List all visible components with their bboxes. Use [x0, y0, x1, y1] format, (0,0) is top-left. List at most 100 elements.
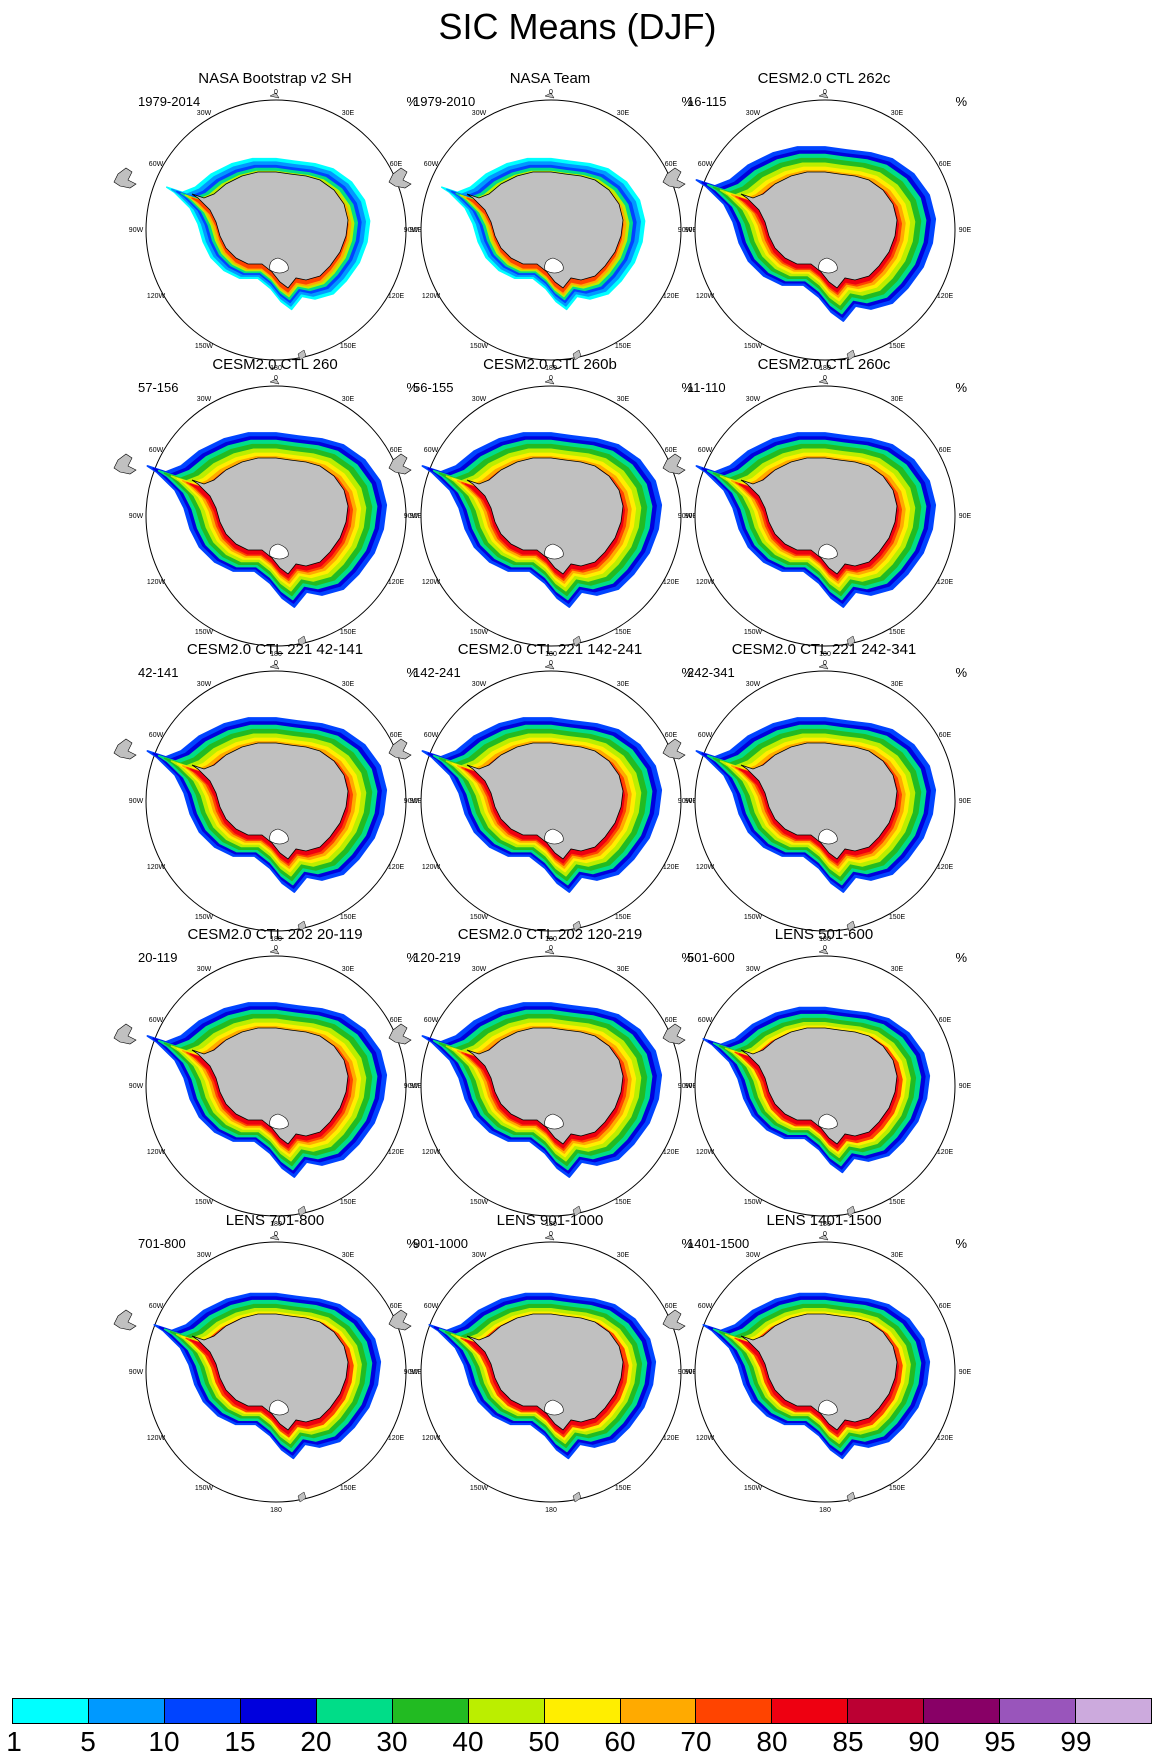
ross-ice-shelf [269, 1113, 289, 1130]
map-panel: CESM2.0 CTL 202 120-219 120-219% 0 180 30W 60… [388, 926, 703, 1246]
longitude-label: 60E [390, 161, 403, 168]
longitude-label: 120W [422, 1435, 441, 1442]
longitude-label: 30W [197, 1252, 212, 1259]
longitude-label: 180 [819, 936, 831, 943]
longitude-label: 90E [959, 1083, 972, 1090]
longitude-label: 60E [939, 161, 952, 168]
panel-unit-label: % [681, 950, 693, 965]
map-panel: NASA Bootstrap v2 SH 1979-2014% 0 180 30W 60W… [113, 70, 428, 390]
longitude-label: 150E [889, 629, 906, 636]
antarctica-landmass [740, 1027, 898, 1145]
longitude-label: 60W [698, 447, 713, 454]
polar-map: 0 180 30W 60W 90W 120W 150W 30E 60E 90E 120E 150E [662, 375, 972, 658]
map-panel: CESM2.0 CTL 260b 56-155% 0 180 30W 60W 90W 120W… [388, 356, 703, 676]
small-island [818, 1234, 829, 1241]
longitude-label: 90W [404, 227, 419, 234]
south-america-tip [113, 738, 137, 760]
antarctica-landmass [191, 457, 349, 575]
panel-unit-label: % [681, 94, 693, 109]
longitude-label: 0 [274, 375, 278, 382]
longitude-label: 150E [889, 1199, 906, 1206]
longitude-label: 30W [197, 110, 212, 117]
longitude-label: 120E [937, 864, 954, 871]
small-island [544, 1234, 555, 1241]
map-panel: CESM2.0 CTL 262c 16-115% 0 180 30W 60W 90W 120W… [662, 70, 977, 390]
longitude-label: 0 [823, 89, 827, 96]
longitude-label: 120E [388, 864, 405, 871]
longitude-label: 30E [617, 396, 630, 403]
longitude-label: 180 [819, 1507, 831, 1514]
map-panel: CESM2.0 CTL 221 142-241 142-241% 0 180 30W 60… [388, 641, 703, 961]
longitude-label: 60W [149, 447, 164, 454]
small-island [544, 948, 555, 955]
small-island [269, 948, 280, 955]
colorbar-swatch [620, 1699, 697, 1723]
south-america-tip [662, 1023, 686, 1045]
longitude-label: 150E [340, 629, 357, 636]
longitude-label: 90W [678, 798, 693, 805]
longitude-label: 60W [424, 732, 439, 739]
longitude-label: 60E [665, 161, 678, 168]
small-island [572, 635, 582, 647]
longitude-label: 120W [147, 1149, 166, 1156]
longitude-label: 60W [424, 1017, 439, 1024]
small-island [544, 92, 555, 99]
polar-map: 0 180 30W 60W 90W 120W 150W 30E 60E 90E 120E 150E [388, 660, 698, 943]
longitude-label: 120E [388, 579, 405, 586]
longitude-label: 150W [744, 1485, 763, 1492]
polar-map: 0 180 30W 60W 90W 120W 150W 30E 60E 90E 120E 150E [388, 375, 698, 658]
ross-ice-shelf [269, 828, 289, 845]
colorbar-tick-label: 10 [148, 1726, 180, 1757]
small-island [269, 378, 280, 385]
longitude-label: 30E [891, 966, 904, 973]
longitude-label: 90E [959, 227, 972, 234]
longitude-label: 90E [959, 513, 972, 520]
south-america-tip [388, 1023, 412, 1045]
panel-title: LENS 501-600 [774, 926, 874, 943]
map-panel: CESM2.0 CTL 221 242-341 242-341% 0 180 30W 60… [662, 641, 977, 961]
panel-unit-label: % [681, 1236, 693, 1251]
small-island [846, 1491, 856, 1503]
colorbar-tick-label: 20 [300, 1726, 332, 1757]
longitude-label: 60E [390, 732, 403, 739]
small-island [846, 1205, 856, 1217]
longitude-label: 30E [617, 110, 630, 117]
longitude-label: 30W [472, 396, 487, 403]
colorbar-tick-label: 99 [1060, 1726, 1092, 1757]
longitude-label: 120W [696, 1149, 715, 1156]
colorbar-swatch [468, 1699, 545, 1723]
longitude-label: 180 [545, 1221, 557, 1228]
longitude-label: 120W [147, 579, 166, 586]
colorbar-tick-label: 90 [908, 1726, 940, 1757]
ross-ice-shelf [544, 1113, 564, 1130]
panel-unit-label: % [406, 94, 418, 109]
ross-ice-shelf [818, 1399, 838, 1416]
longitude-label: 120W [696, 1435, 715, 1442]
longitude-label: 120W [422, 864, 441, 871]
panel-years: 1979-2014 [138, 94, 201, 109]
ross-ice-shelf [544, 828, 564, 845]
longitude-label: 150W [744, 629, 763, 636]
panel-years: 120-219 [413, 950, 461, 965]
south-america-tip [662, 738, 686, 760]
polar-map: 0 180 30W 60W 90W 120W 150W 30E 60E 90E 120E 150E [662, 945, 972, 1228]
longitude-label: 30W [746, 1252, 761, 1259]
longitude-label: 0 [274, 1231, 278, 1238]
longitude-label: 60W [149, 1303, 164, 1310]
panel-years: 56-155 [413, 380, 454, 395]
longitude-label: 150W [195, 343, 214, 350]
longitude-label: 30E [342, 681, 355, 688]
small-island [297, 349, 307, 361]
panel-unit-label: % [955, 1236, 967, 1251]
longitude-label: 150W [470, 1485, 489, 1492]
longitude-label: 30W [472, 966, 487, 973]
figure-title: SIC Means (DJF) [438, 6, 717, 47]
longitude-label: 90W [129, 513, 144, 520]
panel-unit-label: % [406, 1236, 418, 1251]
longitude-label: 180 [270, 1507, 282, 1514]
longitude-label: 90W [404, 513, 419, 520]
polar-map: 0 180 30W 60W 90W 120W 150W 30E 60E 90E 120E 150E [113, 89, 423, 372]
longitude-label: 30W [472, 110, 487, 117]
longitude-label: 0 [274, 89, 278, 96]
longitude-label: 30E [891, 1252, 904, 1259]
